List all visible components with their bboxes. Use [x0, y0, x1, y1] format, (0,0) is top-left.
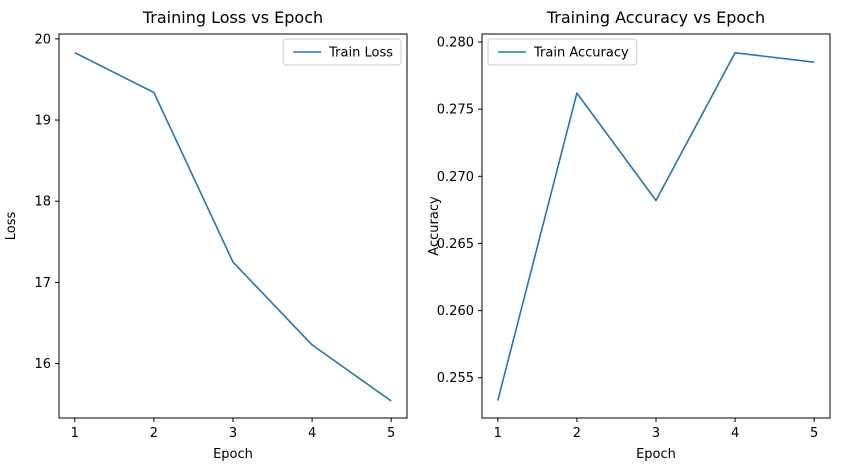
- loss-ytick-label: 19: [34, 114, 51, 129]
- accuracy-xtick-label: 2: [573, 426, 581, 441]
- accuracy-legend-box: [487, 38, 638, 66]
- loss-xtick-label: 5: [387, 426, 395, 441]
- loss-xtick-label: 4: [308, 426, 316, 441]
- loss-chart-xlabel: Epoch: [213, 447, 253, 462]
- accuracy-xtick-label: 5: [810, 426, 818, 441]
- loss-xtick-label: 1: [71, 426, 79, 441]
- accuracy-chart-panel: Training Accuracy vs Epoch Epoch Accurac…: [427, 8, 831, 462]
- loss-series-line: [74, 51, 392, 402]
- accuracy-legend-label: Train Accuracy: [533, 46, 629, 61]
- accuracy-xtick-label: 4: [731, 426, 739, 441]
- loss-chart-legend: Train Loss: [282, 38, 402, 66]
- accuracy-series-line: [497, 51, 815, 401]
- loss-chart-panel: Training Loss vs Epoch Epoch Loss 1 2 3 4 51…: [4, 8, 408, 462]
- accuracy-xtick-label: 1: [494, 426, 502, 441]
- accuracy-xtick-label: 3: [652, 426, 660, 441]
- loss-legend-label: Train Loss: [328, 46, 393, 61]
- accuracy-ytick-label: 0.260: [437, 304, 474, 319]
- accuracy-chart-ylabel: Accuracy: [427, 196, 442, 256]
- accuracy-ytick-label: 0.265: [437, 237, 474, 252]
- loss-chart-plot-area: [74, 51, 392, 402]
- loss-chart-ylabel: Loss: [4, 212, 19, 241]
- loss-legend-box: [282, 38, 402, 66]
- accuracy-ytick-label: 0.270: [437, 170, 474, 185]
- accuracy-ytick-label: 0.275: [437, 103, 474, 118]
- loss-chart-frame: [58, 33, 408, 419]
- accuracy-chart-xlabel: Epoch: [636, 447, 676, 462]
- loss-ytick-label: 17: [34, 276, 51, 291]
- loss-ytick-label: 16: [34, 357, 51, 372]
- loss-xtick-label: 2: [150, 426, 158, 441]
- accuracy-chart-title: Training Accuracy vs Epoch: [546, 8, 765, 27]
- loss-ytick-label: 20: [34, 32, 51, 47]
- loss-chart-title: Training Loss vs Epoch: [142, 8, 323, 27]
- accuracy-ytick-label: 0.280: [437, 36, 474, 51]
- loss-chart-ticks: 1 2 3 4 5 16 17 18 19 20: [34, 32, 395, 441]
- loss-xtick-label: 3: [229, 426, 237, 441]
- accuracy-chart-legend: Train Accuracy: [487, 38, 638, 66]
- accuracy-ytick-label: 0.255: [437, 371, 474, 386]
- accuracy-chart-ticks: 1 2 3 4 5 0.255 0.260 0.265 0.270 0.275 0.280: [437, 36, 819, 441]
- accuracy-chart-plot-area: [497, 51, 815, 401]
- loss-ytick-label: 18: [34, 195, 51, 210]
- accuracy-chart-frame: [481, 33, 831, 419]
